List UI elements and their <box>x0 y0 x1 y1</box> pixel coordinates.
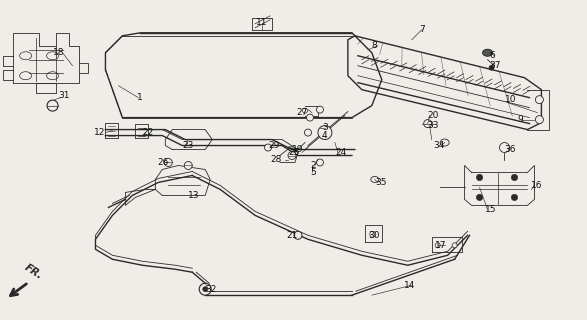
Circle shape <box>477 194 483 201</box>
Text: 22: 22 <box>143 128 154 137</box>
Text: FR.: FR. <box>23 262 45 281</box>
Ellipse shape <box>483 49 492 56</box>
Text: 9: 9 <box>518 115 523 124</box>
Text: 19: 19 <box>292 145 303 154</box>
Text: 24: 24 <box>335 148 346 157</box>
Circle shape <box>424 120 431 128</box>
Text: 20: 20 <box>428 111 439 120</box>
Text: 25: 25 <box>289 148 300 157</box>
Text: 30: 30 <box>368 231 379 240</box>
Text: 11: 11 <box>257 18 268 27</box>
Text: 33: 33 <box>428 121 439 130</box>
Text: 4: 4 <box>322 131 328 140</box>
Circle shape <box>452 243 457 248</box>
Circle shape <box>435 243 440 248</box>
Circle shape <box>265 144 272 151</box>
Circle shape <box>288 152 296 159</box>
Text: 23: 23 <box>183 141 194 150</box>
Circle shape <box>294 231 302 239</box>
Text: 17: 17 <box>434 241 446 250</box>
Text: 36: 36 <box>504 145 516 154</box>
Text: 13: 13 <box>188 191 200 200</box>
Text: 8: 8 <box>372 41 377 50</box>
Ellipse shape <box>371 176 379 182</box>
Circle shape <box>477 174 483 181</box>
Text: 21: 21 <box>286 231 298 240</box>
Text: 6: 6 <box>490 51 495 60</box>
Circle shape <box>500 142 510 153</box>
Text: 12: 12 <box>94 128 106 137</box>
Text: 5: 5 <box>310 168 316 177</box>
Text: 26: 26 <box>157 158 168 167</box>
Text: 35: 35 <box>375 178 386 187</box>
Text: 1: 1 <box>137 93 143 102</box>
Circle shape <box>305 129 312 136</box>
Text: 28: 28 <box>271 155 282 164</box>
Circle shape <box>164 158 173 166</box>
Circle shape <box>302 108 308 113</box>
Text: 18: 18 <box>53 48 64 57</box>
Text: 3: 3 <box>322 123 328 132</box>
Circle shape <box>47 100 58 111</box>
Circle shape <box>535 96 544 104</box>
Text: 7: 7 <box>419 25 424 34</box>
Text: 34: 34 <box>433 141 444 150</box>
Circle shape <box>316 106 323 113</box>
Text: 10: 10 <box>504 95 516 104</box>
Circle shape <box>511 194 518 201</box>
Circle shape <box>511 174 518 181</box>
Circle shape <box>184 162 192 170</box>
Text: 31: 31 <box>59 91 70 100</box>
Circle shape <box>489 65 494 70</box>
Text: 16: 16 <box>531 181 543 190</box>
Circle shape <box>203 287 208 292</box>
Ellipse shape <box>440 139 449 146</box>
Text: 27: 27 <box>296 108 308 117</box>
Text: 15: 15 <box>484 205 496 214</box>
Text: 2: 2 <box>310 161 316 170</box>
Text: 37: 37 <box>490 61 501 70</box>
Circle shape <box>318 125 332 140</box>
Circle shape <box>316 159 323 166</box>
Text: 14: 14 <box>404 281 416 290</box>
Circle shape <box>199 283 211 295</box>
Text: 29: 29 <box>268 141 279 150</box>
Circle shape <box>535 116 544 124</box>
Circle shape <box>306 114 313 121</box>
Text: 32: 32 <box>205 285 217 294</box>
